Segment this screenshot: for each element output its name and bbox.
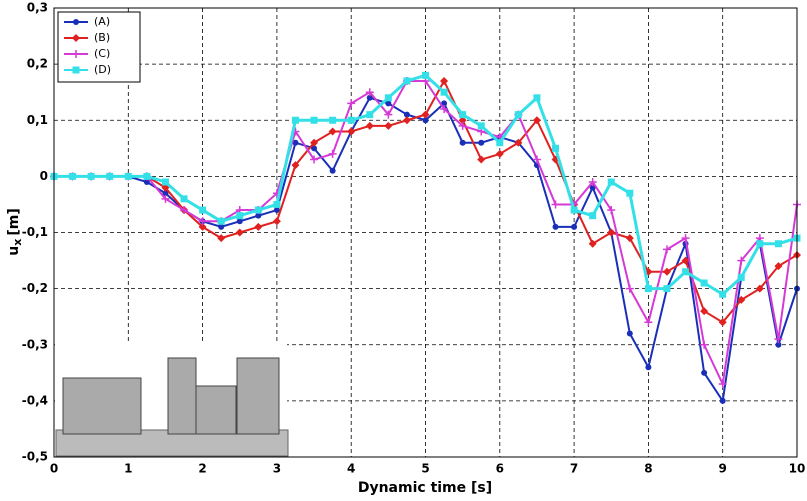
- marker: [403, 77, 410, 84]
- marker: [756, 240, 763, 247]
- marker: [384, 122, 392, 130]
- marker: [236, 212, 243, 219]
- marker: [626, 234, 634, 242]
- marker: [441, 89, 448, 96]
- marker: [125, 173, 132, 180]
- marker: [645, 285, 652, 292]
- marker: [719, 291, 726, 298]
- marker: [701, 370, 707, 376]
- marker: [775, 240, 782, 247]
- marker: [644, 318, 652, 326]
- y-tick-label: 0,3: [27, 1, 48, 15]
- marker: [478, 122, 485, 129]
- marker: [199, 207, 206, 214]
- marker: [403, 116, 411, 124]
- marker: [477, 156, 485, 164]
- y-tick-label: 0,1: [27, 113, 48, 127]
- marker: [496, 139, 503, 146]
- legend-label: (C): [94, 47, 110, 60]
- x-tick-label: 9: [719, 462, 727, 476]
- marker: [237, 218, 243, 224]
- y-tick-label: -0,4: [22, 393, 48, 407]
- marker: [218, 218, 225, 225]
- marker: [366, 122, 374, 130]
- marker: [254, 223, 262, 231]
- marker: [292, 117, 299, 124]
- marker: [533, 94, 540, 101]
- marker: [571, 207, 578, 214]
- marker: [385, 94, 392, 101]
- x-tick-label: 1: [124, 462, 132, 476]
- legend-label: (B): [94, 31, 110, 44]
- marker: [73, 19, 79, 25]
- marker: [552, 200, 560, 208]
- chart: Dynamic time [s] ux [m] -0,5 -0,4 -0,3 -0,2 -…: [0, 0, 807, 501]
- x-tick-label: 4: [347, 462, 355, 476]
- y-tick-label: 0,2: [27, 57, 48, 71]
- marker: [106, 173, 113, 180]
- legend-label: (D): [94, 63, 111, 76]
- marker: [88, 173, 95, 180]
- y-tick-label: -0,1: [22, 225, 48, 239]
- marker: [460, 140, 466, 146]
- marker: [422, 72, 429, 79]
- x-tick-label: 6: [496, 462, 504, 476]
- x-axis-label: Dynamic time [s]: [358, 480, 492, 496]
- x-tick-label: 0: [50, 462, 58, 476]
- y-tick-label: -0,3: [22, 337, 48, 351]
- building-inset: [55, 343, 288, 457]
- marker: [73, 67, 80, 74]
- marker: [720, 398, 726, 404]
- y-label-symbol: u: [6, 246, 22, 256]
- marker: [663, 285, 670, 292]
- x-tick-label: 7: [570, 462, 578, 476]
- marker: [273, 201, 280, 208]
- marker: [552, 145, 559, 152]
- marker: [645, 364, 651, 370]
- marker: [589, 212, 596, 219]
- marker: [347, 127, 355, 135]
- marker: [478, 140, 484, 146]
- marker: [181, 195, 188, 202]
- marker: [329, 117, 336, 124]
- marker: [682, 268, 689, 275]
- marker: [608, 178, 615, 185]
- marker: [627, 331, 633, 337]
- marker: [329, 150, 337, 158]
- y-tick-label: -0,2: [22, 281, 48, 295]
- marker: [143, 173, 150, 180]
- y-label-subscript: x: [11, 239, 24, 246]
- marker: [69, 173, 76, 180]
- marker: [626, 190, 633, 197]
- y-label-unit: [m]: [6, 208, 22, 235]
- marker: [440, 77, 448, 85]
- marker: [459, 111, 466, 118]
- marker: [162, 178, 169, 185]
- marker: [701, 280, 708, 287]
- x-tick-label: 3: [273, 462, 281, 476]
- marker: [366, 111, 373, 118]
- legend: (A) (B) (C) (D): [58, 12, 140, 82]
- x-tick-label: 10: [789, 462, 806, 476]
- marker: [738, 274, 745, 281]
- marker: [311, 117, 318, 124]
- legend-label: (A): [94, 15, 110, 28]
- marker: [515, 111, 522, 118]
- marker: [236, 229, 244, 237]
- marker: [273, 217, 281, 225]
- y-tick-label: -0,5: [22, 450, 48, 464]
- x-tick-label: 2: [198, 462, 206, 476]
- marker: [330, 168, 336, 174]
- x-tick-label: 8: [644, 462, 652, 476]
- y-tick-label: 0: [40, 169, 48, 183]
- x-tick-label: 5: [421, 462, 429, 476]
- marker: [626, 285, 634, 293]
- marker: [255, 207, 262, 214]
- marker: [571, 224, 577, 230]
- marker: [348, 117, 355, 124]
- marker: [553, 224, 559, 230]
